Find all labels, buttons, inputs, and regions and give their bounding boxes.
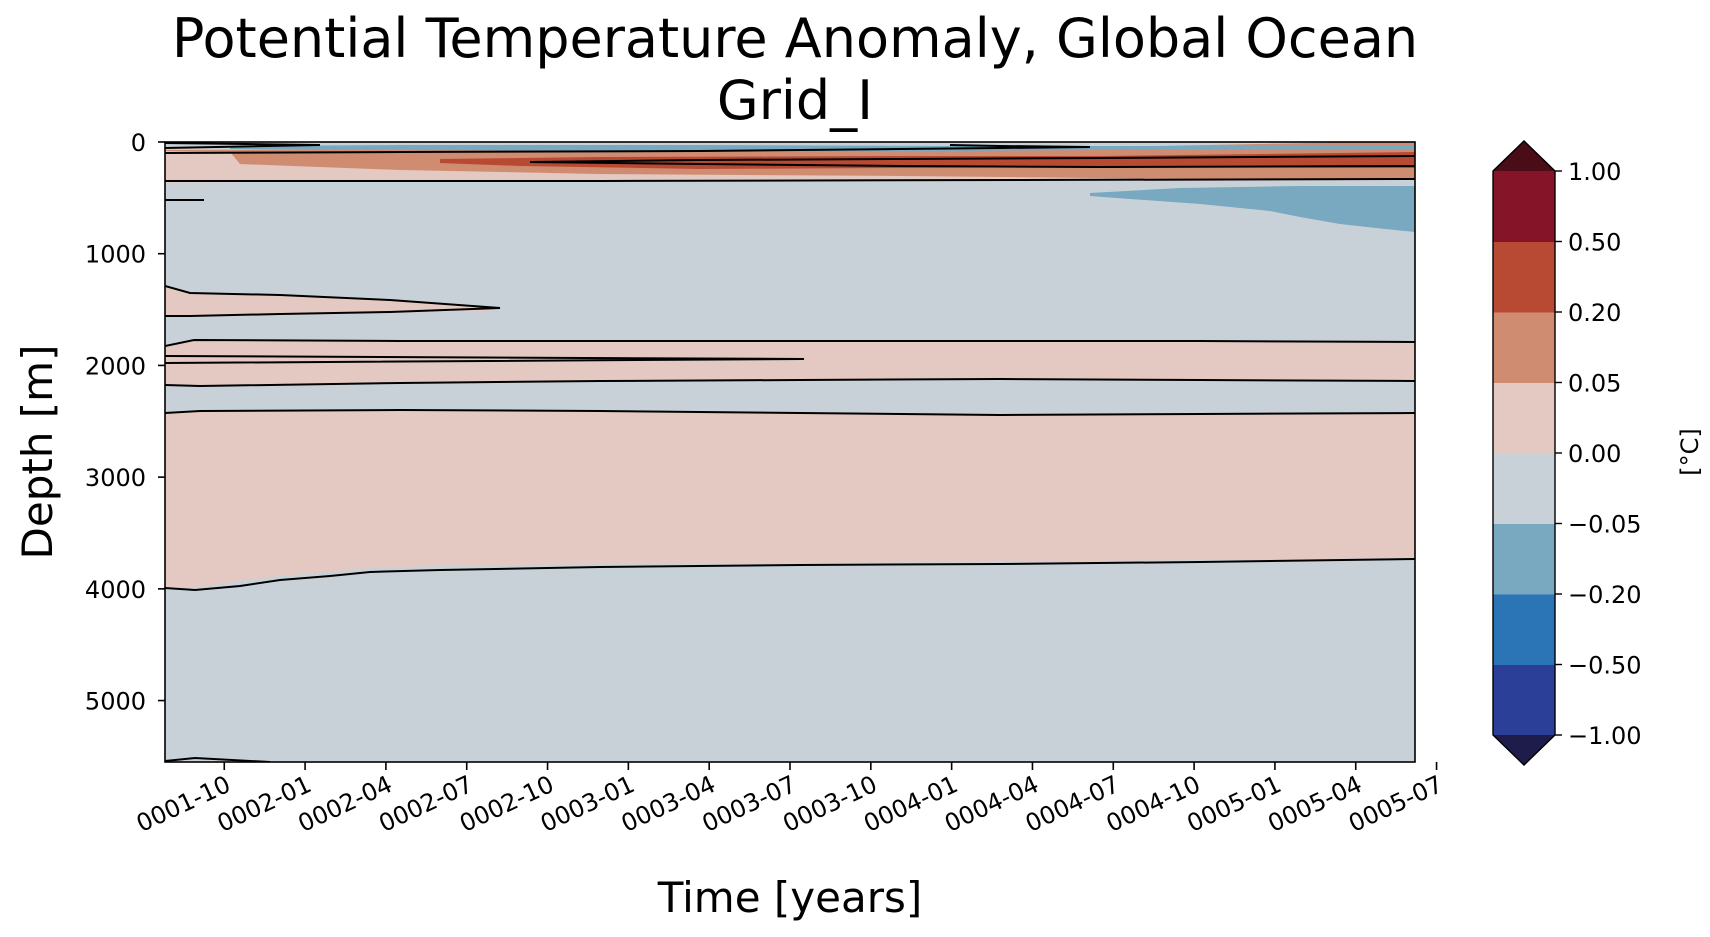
chart-title: Potential Temperature Anomaly, Global Oc…	[0, 8, 1590, 132]
contour-fill-region	[165, 340, 1415, 386]
colorbar-tick-label: 0.20	[1568, 299, 1621, 327]
colorbar-tick-label: 0.00	[1568, 440, 1621, 468]
contour-fill-region	[1090, 186, 1415, 232]
plot-area	[165, 142, 1415, 762]
contour-fill-region	[230, 145, 1415, 151]
colorbar-tick-label: 1.00	[1568, 158, 1621, 186]
x-axis: 0001-100002-010002-040002-070002-100003-…	[132, 762, 1447, 838]
y-axis-label: Depth [m]	[13, 345, 62, 560]
y-tick-label: 1000	[85, 241, 146, 269]
contour-line	[165, 408, 1415, 417]
x-axis-label: Time [years]	[657, 873, 923, 922]
contour-lines	[165, 142, 1415, 762]
colorbar-segment	[1493, 171, 1555, 242]
contour-line	[165, 377, 1415, 388]
y-tick-label: 2000	[85, 352, 146, 380]
contour-fill-region	[165, 286, 500, 316]
colorbar-label: [°C]	[1676, 428, 1704, 475]
contour-line	[165, 285, 501, 317]
contour-line	[165, 144, 1091, 154]
colorbar-segment	[1493, 382, 1555, 454]
filled-contour-regions	[165, 142, 1415, 588]
colorbar-extend-low	[1493, 735, 1555, 765]
contour-line	[529, 161, 1415, 169]
colorbar-tick-label: 0.50	[1568, 229, 1621, 257]
y-tick-label: 5000	[85, 688, 146, 716]
colorbar-tick-label: −0.20	[1568, 581, 1642, 609]
contour-line	[165, 558, 1415, 592]
y-tick-label: 0	[131, 129, 146, 157]
colorbar-segment	[1493, 453, 1555, 524]
contour-line	[165, 338, 1415, 347]
contour-line	[529, 155, 1415, 163]
contour-line	[165, 178, 1415, 182]
y-tick-label: 3000	[85, 464, 146, 492]
colorbar-segment	[1493, 664, 1555, 736]
contour-line	[165, 142, 321, 149]
contour-line	[165, 355, 805, 364]
colorbar-tick-label: 0.05	[1568, 370, 1621, 398]
chart-title-line: Potential Temperature Anomaly, Global Oc…	[171, 7, 1419, 70]
colorbar-segment	[1493, 523, 1555, 595]
colorbar: −1.00 −0.50 −0.20 −0.05 0.00 0.05 0.20 0.50 1.00	[1492, 140, 1642, 766]
colorbar-tick-label: −0.50	[1568, 652, 1642, 680]
colorbar-tick-label: −1.00	[1568, 722, 1642, 750]
x-tick-label: 0005-07	[1344, 770, 1447, 838]
colorbar-segment	[1493, 594, 1555, 665]
colorbar-segment	[1493, 312, 1555, 383]
colorbar-extend-high	[1493, 141, 1555, 171]
chart-subtitle-line: Grid_I	[716, 69, 874, 132]
y-axis: 0 1000 2000 3000 4000 5000	[85, 129, 165, 716]
colorbar-tick-label: −0.05	[1568, 511, 1642, 539]
y-tick-label: 4000	[85, 576, 146, 604]
contour-line	[165, 756, 271, 762]
colorbar-segment	[1493, 241, 1555, 313]
contour-fill-region	[165, 410, 1415, 588]
